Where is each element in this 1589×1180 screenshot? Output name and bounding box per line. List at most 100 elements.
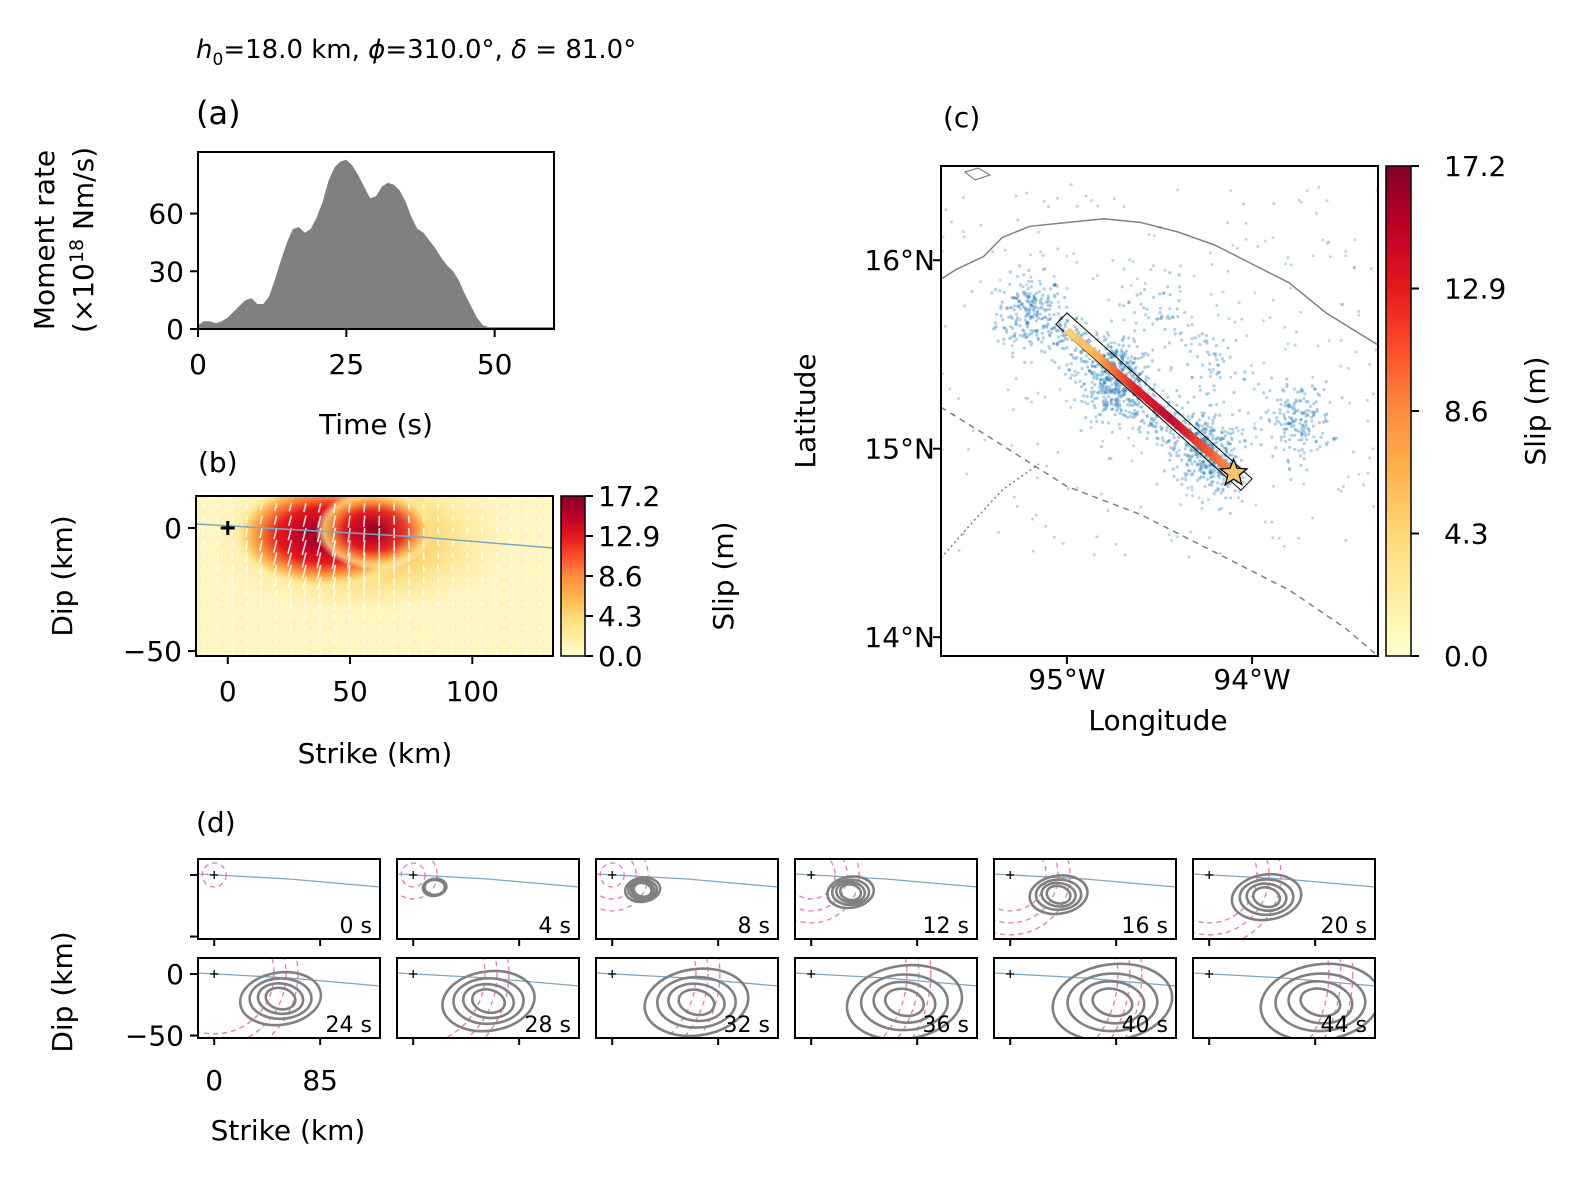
aftershock-point	[1127, 336, 1130, 339]
aftershock-point	[1193, 460, 1196, 463]
aftershock-point	[1105, 337, 1108, 340]
aftershock-point	[1111, 383, 1114, 386]
aftershock-point	[1283, 448, 1286, 451]
aftershock-point	[1292, 412, 1295, 415]
aftershock-point	[1093, 390, 1096, 393]
aftershock-point	[1171, 316, 1174, 319]
aftershock-point	[1242, 481, 1245, 484]
aftershock-point	[1321, 432, 1324, 435]
aftershock-point	[980, 224, 983, 227]
aftershock-point	[1160, 428, 1163, 431]
aftershock-point	[1169, 369, 1172, 372]
slip-rate-contour	[264, 985, 298, 1012]
aftershock-point	[1178, 273, 1181, 276]
aftershock-point	[1113, 403, 1116, 406]
aftershock-point	[1044, 525, 1047, 528]
aftershock-point	[1178, 449, 1181, 452]
aftershock-point	[1168, 459, 1171, 462]
aftershock-point	[1362, 483, 1365, 486]
aftershock-point	[1312, 402, 1315, 405]
aftershock-point	[1168, 271, 1171, 274]
panel-b-colorbar	[561, 496, 585, 656]
aftershock-point	[1076, 328, 1079, 331]
colorbar-tick-label: 4.3	[598, 600, 643, 633]
aftershock-point	[1214, 352, 1217, 355]
aftershock-point	[1003, 326, 1006, 329]
aftershock-point	[1031, 518, 1034, 521]
aftershock-point	[1190, 473, 1193, 476]
aftershock-point	[1262, 391, 1265, 394]
aftershock-point	[1163, 328, 1166, 331]
aftershock-point	[1305, 468, 1308, 471]
aftershock-point	[1042, 308, 1045, 311]
slip-vector	[232, 577, 233, 584]
aftershock-point	[1076, 371, 1079, 374]
aftershock-point	[1241, 428, 1244, 431]
aftershock-point	[1178, 285, 1181, 288]
aftershock-point	[1147, 316, 1150, 319]
panel-a-ylabel-line2: (×1018 Nm/s)	[66, 147, 100, 333]
aftershock-point	[1143, 422, 1146, 425]
slip-vector	[349, 651, 350, 655]
aftershock-point	[1196, 355, 1199, 358]
aftershock-point	[1198, 496, 1201, 499]
aftershock-point	[1128, 300, 1131, 303]
aftershock-point	[1039, 283, 1042, 286]
aftershock-point	[1072, 252, 1075, 255]
aftershock-point	[1132, 260, 1135, 263]
aftershock-point	[1286, 256, 1289, 259]
colorbar-tick-label: 12.9	[1444, 273, 1506, 306]
slip-vector	[540, 614, 541, 618]
aftershock-point	[1035, 319, 1038, 322]
aftershock-point	[1053, 361, 1056, 364]
aftershock-point	[1353, 238, 1356, 241]
aftershock-point	[1056, 292, 1059, 295]
aftershock-point	[1122, 318, 1125, 321]
aftershock-point	[1212, 480, 1215, 483]
aftershock-point	[1062, 542, 1065, 545]
aftershock-point	[1179, 503, 1182, 506]
aftershock-point	[1332, 437, 1335, 440]
snapshot-time-label: 28 s	[525, 1013, 571, 1038]
aftershock-point	[1161, 436, 1164, 439]
snapshot-content	[692, 854, 977, 1093]
aftershock-point	[1042, 336, 1045, 339]
aftershock-point	[1172, 467, 1175, 470]
aftershock-point	[1184, 447, 1187, 450]
slip-vector	[290, 639, 291, 643]
aftershock-point	[1110, 341, 1113, 344]
aftershock-point	[1014, 320, 1017, 323]
aftershock-point	[1166, 317, 1169, 320]
aftershock-point	[1118, 412, 1121, 415]
aftershock-point	[1222, 339, 1225, 342]
aftershock-point	[1178, 454, 1181, 457]
y-tick-label: 30	[148, 255, 184, 288]
aftershock-point	[1227, 270, 1230, 273]
aftershock-point	[1262, 319, 1265, 322]
aftershock-point	[1151, 348, 1154, 351]
aftershock-point	[1018, 300, 1021, 303]
aftershock-point	[1300, 438, 1303, 441]
slip-vector	[305, 639, 306, 643]
aftershock-point	[1233, 489, 1236, 492]
aftershock-point	[1138, 383, 1141, 386]
aftershock-point	[1288, 446, 1291, 449]
aftershock-point	[1337, 488, 1340, 491]
aftershock-point	[1253, 426, 1256, 429]
aftershock-point	[1231, 244, 1234, 247]
slip-vector	[540, 528, 541, 532]
aftershock-point	[1155, 431, 1158, 434]
aftershock-point	[1372, 392, 1375, 395]
slip-vector	[540, 540, 541, 544]
aftershock-point	[1206, 351, 1209, 354]
aftershock-point	[1121, 412, 1124, 415]
y-tick-label: 0	[164, 512, 182, 545]
aftershock-point	[1238, 440, 1241, 443]
aftershock-point	[1140, 451, 1143, 454]
aftershock-point	[1188, 555, 1191, 558]
aftershock-point	[1035, 334, 1038, 337]
aftershock-point	[1311, 384, 1314, 387]
aftershock-point	[1293, 406, 1296, 409]
aftershock-point	[1304, 434, 1307, 437]
